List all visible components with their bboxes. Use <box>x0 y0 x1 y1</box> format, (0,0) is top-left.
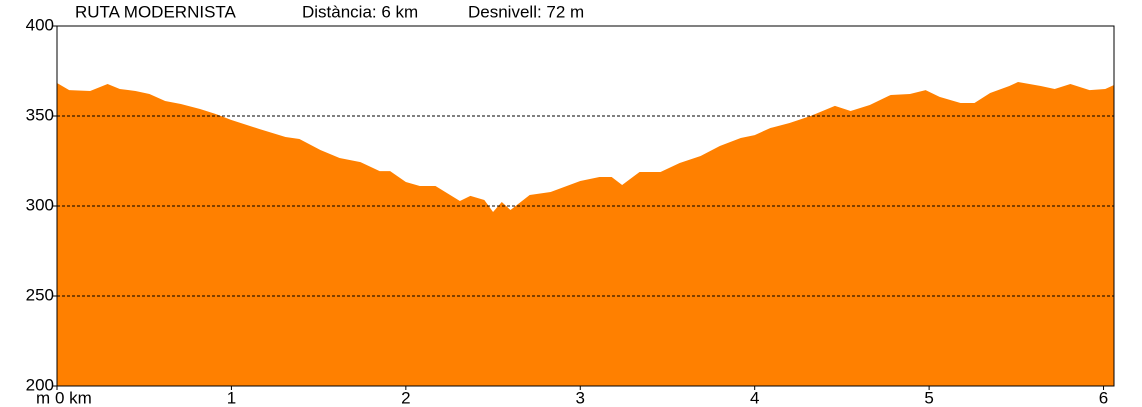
x-tick-label: 6 <box>1099 388 1108 407</box>
plot-border <box>56 25 1115 387</box>
elevation-gain-note: Desnivell: 72 m <box>468 2 584 21</box>
x-tick-label: 2 <box>401 388 410 407</box>
x-tick-label: 1 <box>227 388 236 407</box>
y-tick-label: 350 <box>26 105 54 124</box>
elevation-area <box>57 81 1114 386</box>
x-tick-label: 5 <box>924 388 933 407</box>
distance-note: Distància: 6 km <box>302 2 418 21</box>
x-tick-label: 4 <box>750 388 759 407</box>
y-tick-label: 400 <box>26 15 54 34</box>
chart-title: RUTA MODERNISTA <box>75 2 237 21</box>
y-tick-label: 300 <box>26 195 54 214</box>
y-tick-label: 250 <box>26 285 54 304</box>
y-axis-label: m <box>36 388 50 407</box>
x-tick-label: 3 <box>576 388 585 407</box>
x-tick-label: 0 km <box>55 388 92 407</box>
y-tick-label: 200 <box>26 375 54 394</box>
